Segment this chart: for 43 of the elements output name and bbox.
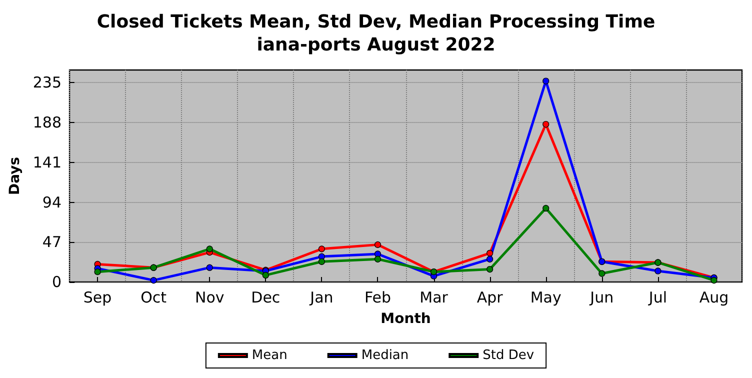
point [374,241,382,248]
point [542,78,550,84]
point [486,266,494,273]
x-tick-label: Jan [309,288,334,306]
x-tick-label: Sep [83,288,112,306]
x-tick-label: Dec [251,288,280,306]
legend-label: Median [361,348,409,363]
legend-label: Std Dev [482,348,534,363]
point [150,277,157,284]
point [598,270,606,277]
y-tick-label: 141 [32,153,62,172]
y-tick-label: 94 [42,193,62,212]
point [206,246,213,252]
x-tick-label: Aug [699,288,729,306]
x-tick-label: Jul [648,288,667,306]
x-tick-label: Apr [476,288,504,306]
point [206,264,213,271]
y-tick-label: 188 [32,114,62,132]
point [486,256,494,262]
point [710,277,718,284]
x-tick-label: Oct [140,288,167,306]
point [318,246,326,252]
point [542,204,550,212]
x-tick-label: Feb [364,288,392,306]
x-tick-label: Mar [420,288,449,306]
x-tick-label: May [530,288,562,306]
y-tick-label: 0 [52,273,62,291]
y-axis-title: Days [7,156,23,196]
x-tick-label: Nov [194,288,224,306]
point [486,250,494,256]
x-axis-title: Month [380,311,431,327]
point [262,272,269,279]
point [318,258,326,265]
chart-title: Closed Tickets Mean, Std Dev, Median Processing Time [96,12,656,32]
x-tick-label: Jun [589,288,614,306]
point [374,256,382,262]
y-tick-label: 235 [32,74,62,92]
y-tick-label: 47 [42,233,62,252]
chart-subtitle: iana-ports August 2022 [256,34,496,56]
point [654,268,662,274]
legend-label: Mean [252,348,288,363]
point [542,120,550,128]
point [94,268,101,276]
